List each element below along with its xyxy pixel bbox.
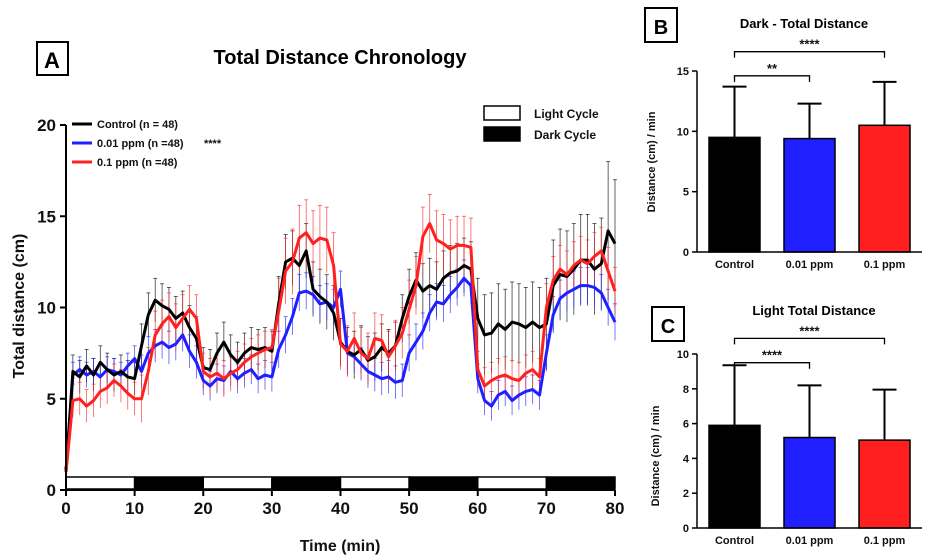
chart-a-xtick-label: 20	[194, 499, 213, 518]
chart-b-sig-label-0: **	[767, 61, 778, 76]
cycle-segment-2	[202, 476, 273, 490]
chart-b-sig-bracket-0	[733, 75, 811, 82]
chart-c-ytick-label: 4	[683, 453, 690, 465]
panel-c: C Light Total Distance Distance (cm) / m…	[650, 303, 922, 547]
chart-a-ytick-label: 10	[37, 299, 56, 318]
chart-b-ytick-label: 0	[683, 247, 689, 259]
panel-b-label-box	[644, 7, 678, 43]
panel-a-label: A	[44, 48, 60, 73]
chart-c-ytick-label: 8	[683, 384, 689, 396]
chart-a-title: Total Distance Chronology	[214, 47, 468, 69]
chart-c-sig-label-1: ****	[799, 323, 820, 338]
panel-b: B Dark - Total Distance Distance (cm) / …	[644, 7, 922, 271]
panel-c-label-box	[651, 306, 685, 342]
chart-b-title: Dark - Total Distance	[740, 16, 868, 31]
chart-c-sig-label-0: ****	[762, 348, 783, 363]
cycle-segment-5	[408, 476, 479, 490]
legend-dark-label: Dark Cycle	[534, 128, 596, 142]
chart-b-bar-0	[708, 136, 761, 253]
chart-a-xlabel: Time (min)	[300, 538, 381, 555]
legend-light-label: Light Cycle	[534, 107, 599, 121]
chart-a-ytick-label: 0	[47, 481, 56, 500]
chart-c-xtick-label: 0.01 ppm	[786, 535, 834, 547]
legend-label-001: 0.01 ppm (n =48)	[97, 138, 184, 150]
chart-a-xtick-label: 10	[125, 499, 144, 518]
chart-a-xtick-label: 50	[400, 499, 419, 518]
chart-c-title: Light Total Distance	[752, 303, 875, 318]
legend-significance: ****	[204, 138, 222, 150]
chart-a-xtick-label: 70	[537, 499, 556, 518]
chart-a-xtick-label: 30	[262, 499, 281, 518]
chart-c-sig-bracket-0	[733, 362, 811, 369]
chart-a-ytick-label: 15	[37, 207, 56, 226]
chart-c-ylabel: Distance (cm) / min	[650, 405, 662, 506]
chart-b-xtick-label: 0.1 ppm	[864, 259, 906, 271]
chart-c-xtick-label: Control	[715, 535, 754, 547]
chart-a-xtick-label: 0	[61, 499, 70, 518]
chart-a-ytick-label: 5	[47, 390, 56, 409]
chart-b-xtick-label: 0.01 ppm	[786, 259, 834, 271]
chart-a-plot: 0 5 10 15 20 0 10 20 30 40 50 60 70 80	[37, 116, 624, 518]
chart-c-ytick-label: 6	[683, 419, 689, 431]
cycle-segment-0	[65, 476, 136, 490]
chart-b-ytick-label: 10	[677, 126, 689, 138]
chart-b-xtick-label: Control	[715, 259, 754, 271]
chart-c-ytick-label: 10	[677, 349, 689, 361]
chart-b-sig-bracket-1	[733, 51, 886, 58]
chart-c-bar-0	[708, 424, 761, 529]
series-line-2	[64, 222, 617, 472]
cycle-segment-1	[133, 476, 204, 490]
chart-b-bar-2	[858, 124, 911, 253]
chart-b-ytick-label: 15	[677, 66, 689, 78]
panel-a: A Total Distance Chronology 0 5 10 15 20 0 10 2…	[11, 41, 624, 555]
chart-a-ytick-label: 20	[37, 116, 56, 135]
legend-dark-swatch	[483, 126, 521, 142]
panel-b-label: B	[654, 17, 668, 39]
chart-a-xtick-label: 40	[331, 499, 350, 518]
chart-b-ytick-label: 5	[683, 187, 689, 199]
chart-a-xtick-label: 60	[468, 499, 487, 518]
chart-c-bar-2	[858, 439, 911, 529]
legend-label-control: Control (n = 48)	[97, 119, 178, 131]
series-line-1	[64, 276, 617, 472]
legend-label-01: 0.1 ppm (n =48)	[97, 157, 178, 169]
chart-a-ylabel: Total distance (cm)	[11, 234, 28, 379]
chart-b-ylabel: Distance (cm) / min	[646, 111, 658, 212]
chart-b-sig-label-1: ****	[799, 37, 820, 52]
chart-c-ytick-label: 2	[683, 488, 689, 500]
cycle-segment-4	[339, 476, 410, 490]
legend-light-swatch	[483, 105, 521, 121]
chart-a-xtick-label: 80	[606, 499, 625, 518]
chart-a-legend: Control (n = 48) 0.01 ppm (n =48) **** 0…	[72, 119, 222, 169]
cycle-segment-3	[271, 476, 342, 490]
chart-c-sig-bracket-1	[733, 337, 886, 345]
chart-c-bar-1	[783, 436, 836, 529]
chart-a-cycle-legend: Light Cycle Dark Cycle	[483, 105, 599, 142]
panel-a-label-box	[36, 41, 69, 76]
chart-c-ytick-label: 0	[683, 523, 689, 535]
cycle-segment-6	[477, 476, 548, 490]
chart-c-plot: Control 0.01 ppm 0.1 ppm 0 2 4 6 8 10 **** ****	[677, 323, 922, 547]
cycle-segment-7	[545, 476, 616, 490]
panel-c-label: C	[661, 316, 675, 338]
chart-c-xtick-label: 0.1 ppm	[864, 535, 906, 547]
chart-b-bar-1	[783, 137, 836, 253]
